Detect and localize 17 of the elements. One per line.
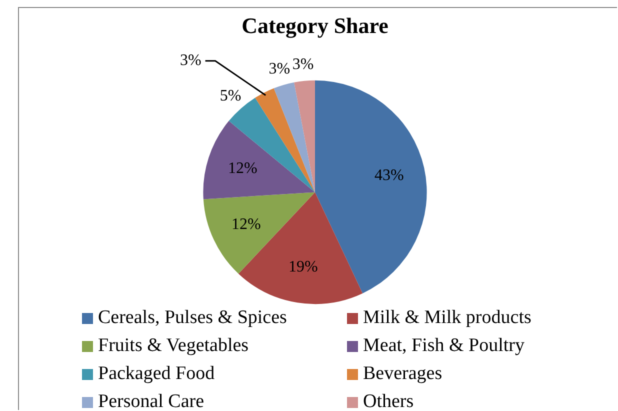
data-label: 12% [232,216,261,233]
legend-label: Cereals, Pulses & Spices [98,306,287,330]
data-label: 12% [228,160,258,177]
data-label: 19% [288,258,318,276]
legend-label: Packaged Food [98,362,215,386]
data-label: 3% [268,60,290,78]
data-label: 43% [374,166,404,184]
legend-label: Others [363,390,414,411]
data-label: 5% [220,88,242,105]
data-label: 3% [180,52,202,70]
chart-title: Category Share [242,12,389,38]
legend-label: Meat, Fish & Poultry [363,334,525,358]
legend-label: Beverages [363,362,442,386]
legend-label: Fruits & Vegetables [98,334,249,358]
legend-label: Milk & Milk products [363,306,532,330]
data-label: 3% [292,56,314,74]
legend-label: Personal Care [98,390,204,411]
